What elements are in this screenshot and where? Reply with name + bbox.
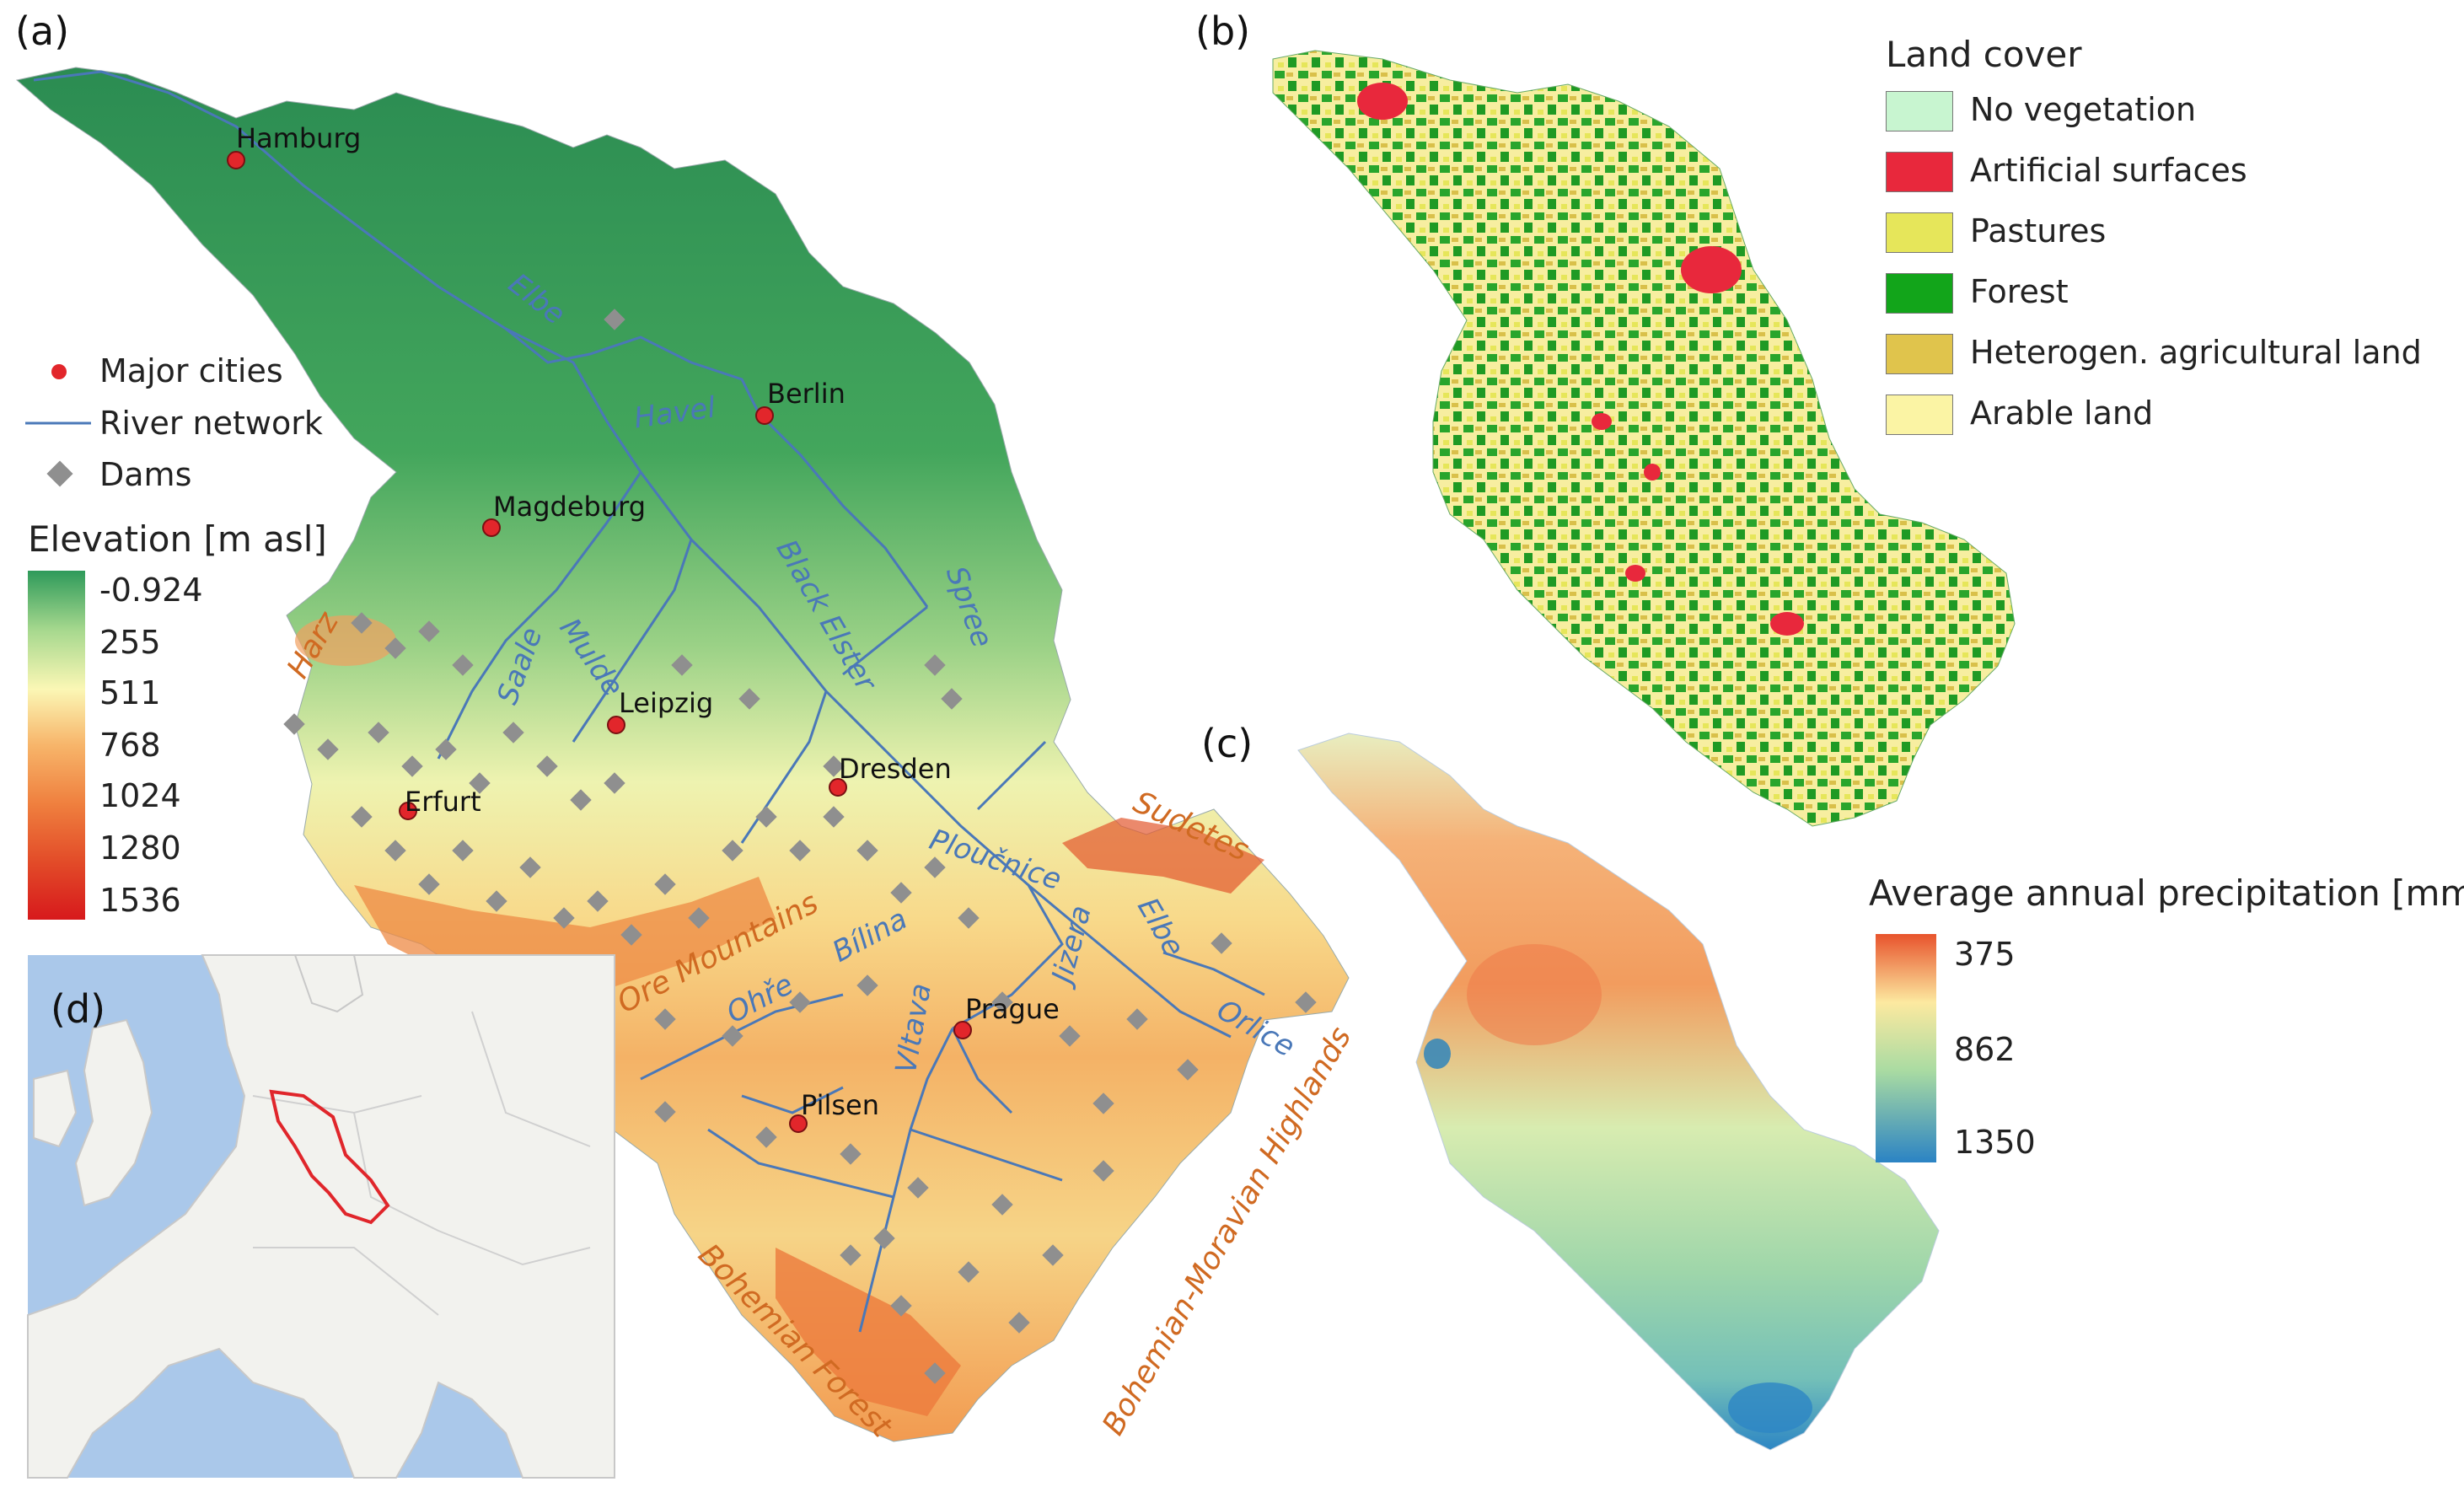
precip-dry-zone <box>1467 944 1602 1045</box>
grey-diamond-icon <box>46 460 73 487</box>
forest-swatch <box>1886 273 1953 314</box>
elevation-tick-0: -0.924 <box>99 572 203 609</box>
land-cover-map <box>1272 50 2016 827</box>
europe-inset-map <box>27 954 615 1479</box>
city-dots <box>227 151 972 1133</box>
heterogen-agricultural-label: Heterogen. agricultural land <box>1970 334 2422 371</box>
city-label-pilsen: Pilsen <box>801 1089 880 1121</box>
city-label-erfurt: Erfurt <box>405 786 481 818</box>
precip-wet-harz <box>1424 1039 1451 1069</box>
elevation-tick-2: 511 <box>99 674 161 711</box>
elevation-legend-bar <box>28 571 85 920</box>
elevation-legend-title: Elevation [m asl] <box>28 518 327 560</box>
pastures-label: Pastures <box>1970 212 2107 250</box>
city-label-leipzig: Leipzig <box>619 687 714 719</box>
city-label-magdeburg: Magdeburg <box>493 491 647 523</box>
bohemian-forest-ridge <box>776 1248 961 1416</box>
forest-label: Forest <box>1970 273 2069 310</box>
elevation-tick-6: 1536 <box>99 882 181 919</box>
elevation-tick-4: 1024 <box>99 777 181 814</box>
no-vegetation-label: No vegetation <box>1970 91 2197 128</box>
elevation-tick-5: 1280 <box>99 829 181 867</box>
land-cover-legend-title: Land cover <box>1886 34 2082 75</box>
precip-wet-zone <box>1728 1382 1812 1433</box>
precipitation-legend-title: Average annual precipitation [mm] <box>1869 872 2464 914</box>
artificial-surfaces-label: Artificial surfaces <box>1970 152 2247 189</box>
precipitation-legend-bar <box>1876 934 1936 1162</box>
elevation-tick-1: 255 <box>99 624 161 661</box>
city-label-hamburg: Hamburg <box>236 122 362 154</box>
artificial-surfaces-patches <box>1357 83 1804 636</box>
harz-mountains <box>295 615 396 666</box>
heterogen-agricultural-swatch <box>1886 334 1953 374</box>
city-label-dresden: Dresden <box>839 753 952 785</box>
legend-dams: Dams <box>99 456 192 493</box>
legend-major-cities: Major cities <box>99 352 283 389</box>
precipitation-map <box>1297 733 1940 1451</box>
city-label-prague: Prague <box>965 993 1060 1025</box>
precip-tick-375: 375 <box>1954 936 2016 973</box>
river-network <box>33 70 1265 1333</box>
artificial-surfaces-swatch <box>1886 152 1953 192</box>
elbe-basin-outline-icon <box>269 1089 390 1225</box>
panel-label-b: (b) <box>1195 8 1251 54</box>
panel-label-c: (c) <box>1201 721 1253 766</box>
red-dot-icon <box>51 364 67 379</box>
city-label-berlin: Berlin <box>767 378 845 410</box>
precip-tick-1350: 1350 <box>1954 1124 2036 1161</box>
no-vegetation-swatch <box>1886 91 1953 132</box>
pastures-swatch <box>1886 212 1953 253</box>
precip-tick-862: 862 <box>1954 1031 2016 1068</box>
panel-label-d: (d) <box>51 986 106 1032</box>
panel-label-a: (a) <box>15 8 70 54</box>
arable-land-swatch <box>1886 395 1953 435</box>
legend-river-network: River network <box>99 405 323 442</box>
arable-land-label: Arable land <box>1970 395 2154 432</box>
elevation-tick-3: 768 <box>99 727 161 764</box>
sudetes-ridge <box>1062 818 1264 894</box>
